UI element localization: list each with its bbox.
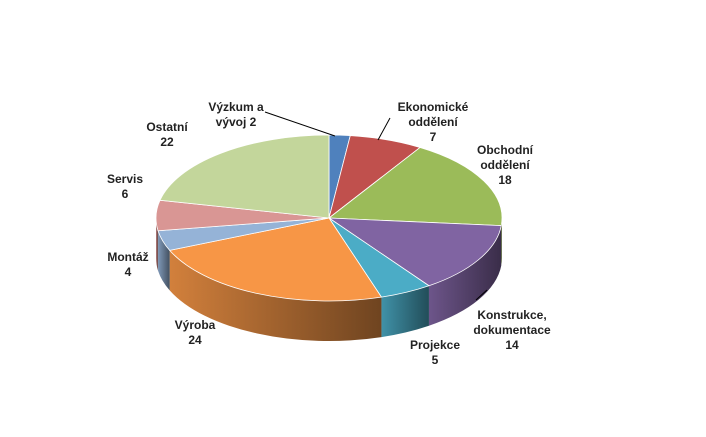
value-label: 18: [498, 173, 512, 187]
value-label: 24: [188, 333, 202, 347]
value-label: 5: [431, 353, 439, 367]
slice: [327, 217, 502, 287]
slice-side: [158, 230, 170, 291]
category-label: Obchodní oddělení: [477, 143, 533, 172]
leader-line: [475, 289, 488, 301]
leader-line: [377, 117, 391, 141]
category-label: Ostatní: [146, 120, 188, 134]
slice-side: [381, 285, 429, 338]
slice-side: [501, 218, 502, 266]
value-label: 2: [249, 115, 257, 129]
slice-side: [169, 250, 382, 341]
data-label: Servis 6: [95, 172, 155, 202]
slice: [327, 146, 503, 227]
data-label: Konstrukce, dokumentace 14: [462, 308, 562, 353]
leader-line: [264, 111, 336, 137]
data-label: Výroba 24: [160, 318, 230, 348]
data-label: Projekce 5: [400, 338, 470, 368]
category-label: Výzkum a vývoj: [208, 100, 264, 129]
value-label: 4: [124, 265, 132, 279]
value-label: 14: [505, 338, 519, 352]
slice: [168, 217, 383, 302]
data-label: Obchodní oddělení 18: [465, 143, 545, 188]
data-label: Ostatní 22: [135, 120, 199, 150]
slice-side: [428, 225, 502, 326]
value-label: 6: [121, 187, 129, 201]
category-label: Ekonomické oddělení: [397, 100, 469, 129]
slice-side: [156, 218, 159, 271]
slice: [159, 134, 330, 219]
category-label: Montáž: [107, 250, 149, 264]
category-label: Konstrukce, dokumentace: [473, 308, 551, 337]
data-label: Výzkum a vývoj 2: [205, 100, 267, 130]
category-label: Výroba: [174, 318, 216, 332]
value-label: 7: [429, 130, 437, 144]
data-label: Ekonomické oddělení 7: [392, 100, 474, 145]
category-label: Servis: [106, 172, 144, 186]
category-label: Projekce: [409, 338, 461, 352]
data-label: Montáž 4: [100, 250, 156, 280]
value-label: 22: [160, 135, 174, 149]
